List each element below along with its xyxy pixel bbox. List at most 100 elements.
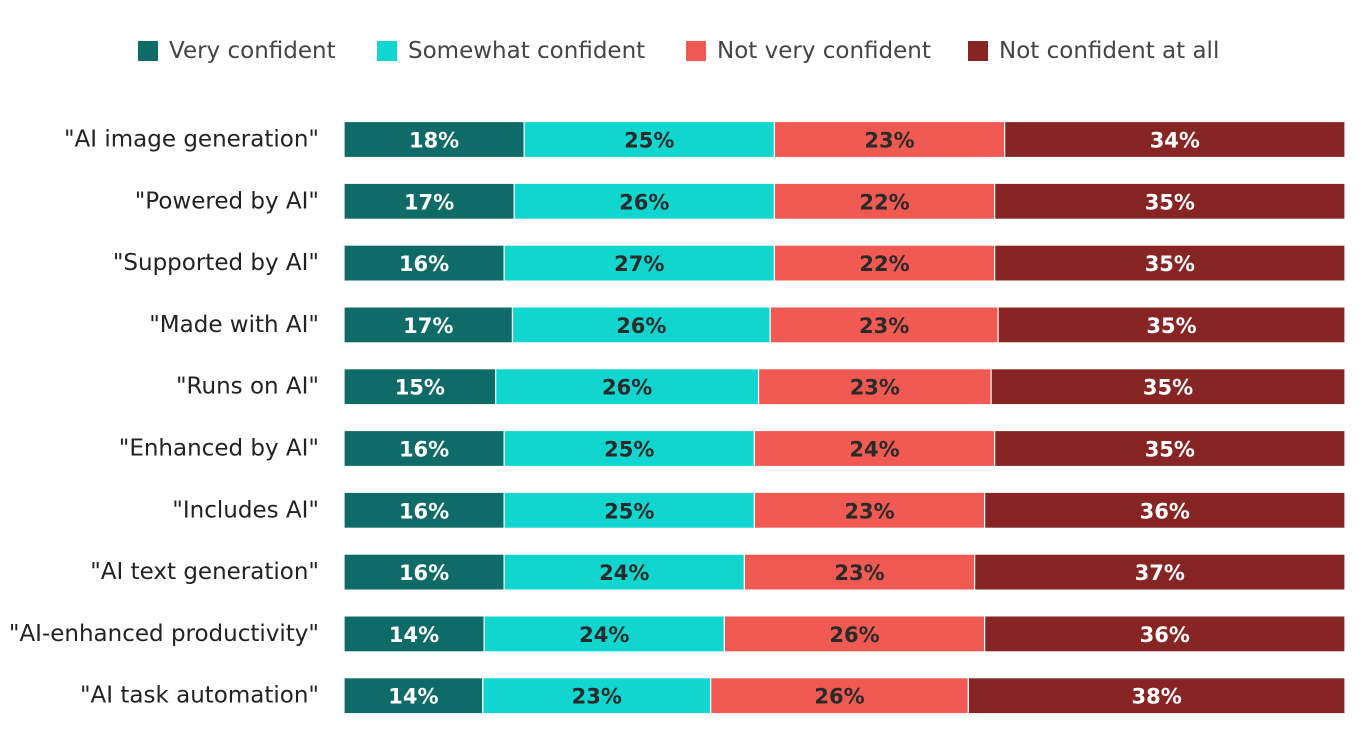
bar-segment-somewhat-confident — [503, 244, 776, 282]
category-label: "AI task automation" — [80, 683, 319, 709]
legend-label: Not very confident — [717, 38, 931, 64]
bar-segment-not-confident-at-all — [984, 615, 1346, 653]
legend-swatch — [686, 41, 706, 61]
category-label: "AI text generation" — [90, 559, 319, 585]
bar-segment-not-very-confident — [723, 615, 986, 653]
data-label: 26% — [829, 623, 879, 647]
category-label: "Supported by AI" — [113, 250, 319, 276]
data-label: 17% — [404, 190, 454, 214]
bar-row: 14% 24% 26% 36% — [343, 615, 1346, 653]
bar-row: 14% 23% 26% 38% — [343, 677, 1346, 715]
data-label: 22% — [859, 252, 909, 276]
bars: 18% 25% 23% 34% 17% 26% 22% 35% 16% 27% 22% 35% 17% 2… — [343, 120, 1346, 715]
bar-segment-somewhat-confident — [523, 120, 776, 159]
bar-segment-not-confident-at-all — [997, 306, 1346, 344]
data-label: 23% — [859, 314, 909, 338]
category-label: "Powered by AI" — [135, 188, 319, 214]
data-label: 14% — [388, 685, 438, 709]
bar-segment-not-confident-at-all — [990, 368, 1346, 406]
data-label: 25% — [604, 438, 654, 462]
bar-segment-not-confident-at-all — [994, 182, 1346, 220]
data-label: 15% — [395, 376, 445, 400]
bar-segment-not-very-confident — [753, 429, 996, 468]
bar-row: 17% 26% 23% 35% — [343, 306, 1346, 344]
bar-segment-not-very-confident — [753, 491, 986, 529]
bar-segment-somewhat-confident — [503, 429, 756, 468]
data-label: 23% — [572, 685, 622, 709]
bar-segment-not-very-confident — [743, 553, 976, 591]
bar-row: 17% 26% 22% 35% — [343, 182, 1346, 220]
legend-swatch — [968, 41, 988, 61]
data-label: 38% — [1132, 685, 1182, 709]
bar-segment-very-confident — [343, 491, 505, 529]
category-label: "Includes AI" — [172, 497, 319, 523]
category-label: "AI image generation" — [64, 127, 319, 153]
data-label: 36% — [1140, 499, 1190, 523]
data-label: 24% — [579, 623, 629, 647]
bar-segment-somewhat-confident — [483, 615, 725, 653]
bar-segment-somewhat-confident — [482, 677, 712, 715]
data-label: 23% — [844, 499, 894, 523]
bar-segment-very-confident — [343, 429, 505, 468]
legend-item-not-very-confident: Not very confident — [686, 38, 931, 64]
data-label: 16% — [399, 499, 449, 523]
data-label: 16% — [399, 561, 449, 585]
legend-item-not-confident-at-all: Not confident at all — [968, 38, 1219, 64]
bar-segment-not-confident-at-all — [984, 491, 1346, 529]
data-label: 23% — [864, 129, 914, 153]
bar-segment-very-confident — [343, 553, 505, 591]
data-label: 34% — [1150, 129, 1200, 153]
data-label: 26% — [619, 190, 669, 214]
bar-segment-very-confident — [343, 368, 497, 406]
legend-label: Very confident — [169, 38, 336, 64]
category-label: "Enhanced by AI" — [119, 436, 319, 462]
legend-swatch — [138, 41, 158, 61]
bar-segment-not-confident-at-all — [994, 429, 1346, 468]
category-label: "Runs on AI" — [176, 374, 319, 400]
bar-segment-not-very-confident — [710, 677, 969, 715]
bar-row: 16% 24% 23% 37% — [343, 553, 1346, 591]
data-label: 25% — [624, 129, 674, 153]
bar-segment-somewhat-confident — [513, 182, 776, 220]
data-label: 27% — [614, 252, 664, 276]
data-label: 26% — [814, 685, 864, 709]
bar-segment-somewhat-confident — [495, 368, 760, 406]
bar-segment-not-very-confident — [773, 120, 1006, 159]
data-label: 26% — [616, 314, 666, 338]
data-label: 23% — [834, 561, 884, 585]
bar-segment-somewhat-confident — [511, 306, 771, 344]
bar-segment-very-confident — [343, 182, 515, 220]
data-label: 35% — [1145, 190, 1195, 214]
data-label: 22% — [859, 190, 909, 214]
data-label: 18% — [409, 129, 459, 153]
data-label: 36% — [1140, 623, 1190, 647]
category-label: "AI-enhanced productivity" — [9, 621, 319, 647]
bar-segment-not-confident-at-all — [994, 244, 1346, 282]
bar-segment-not-confident-at-all — [967, 677, 1346, 715]
legend-label: Somewhat confident — [408, 38, 645, 64]
category-label: "Made with AI" — [149, 312, 319, 338]
bar-segment-not-very-confident — [757, 368, 992, 406]
data-label: 16% — [399, 252, 449, 276]
bar-row: 16% 25% 23% 36% — [343, 491, 1346, 529]
data-label: 24% — [849, 438, 899, 462]
data-label: 37% — [1135, 561, 1185, 585]
data-label: 35% — [1146, 314, 1196, 338]
data-label: 35% — [1143, 376, 1193, 400]
data-label: 16% — [399, 438, 449, 462]
bar-row: 15% 26% 23% 35% — [343, 368, 1346, 406]
data-label: 14% — [389, 623, 439, 647]
bar-segment-very-confident — [343, 244, 505, 282]
bar-segment-not-confident-at-all — [974, 553, 1346, 591]
legend-label: Not confident at all — [999, 38, 1219, 64]
data-label: 25% — [604, 499, 654, 523]
data-label: 24% — [599, 561, 649, 585]
data-label: 35% — [1145, 438, 1195, 462]
bar-segment-very-confident — [343, 120, 525, 159]
data-label: 17% — [403, 314, 453, 338]
bar-segment-not-very-confident — [773, 182, 996, 220]
legend-item-somewhat-confident: Somewhat confident — [377, 38, 645, 64]
data-label: 23% — [850, 376, 900, 400]
category-labels: "AI image generation" "Powered by AI" "Sup… — [9, 127, 319, 709]
